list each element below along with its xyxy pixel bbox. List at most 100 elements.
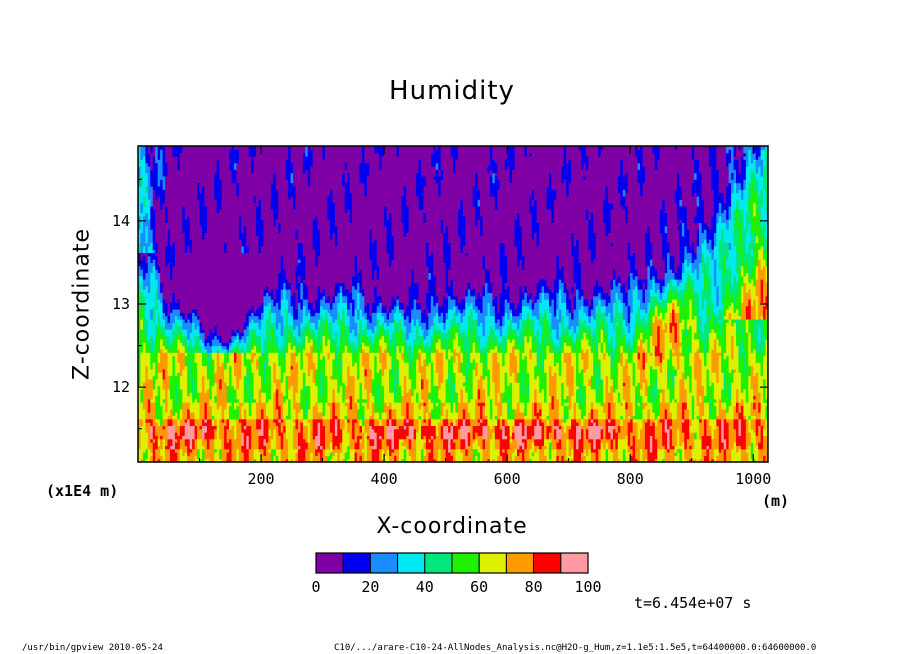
heatmap-cell — [204, 355, 208, 360]
heatmap-cell — [152, 262, 156, 267]
heatmap-cell — [219, 308, 223, 313]
heatmap-cell — [206, 442, 210, 446]
heatmap-cell — [155, 315, 159, 320]
heatmap-cell — [182, 305, 186, 310]
heatmap-cell — [189, 458, 193, 462]
heatmap-cell — [182, 455, 186, 460]
heatmap-cell — [214, 265, 218, 270]
heatmap-cell — [194, 169, 198, 174]
heatmap-cell — [138, 159, 142, 164]
heatmap-cell — [189, 342, 193, 347]
heatmap-cell — [138, 272, 142, 277]
heatmap-cell — [150, 262, 154, 267]
heatmap-cell — [179, 398, 183, 403]
heatmap-cell — [152, 408, 156, 413]
heatmap-cell — [204, 292, 208, 297]
heatmap-cell — [211, 205, 215, 210]
heatmap-cell — [206, 392, 210, 397]
heatmap-cell — [221, 202, 225, 207]
heatmap-cell — [211, 235, 215, 240]
heatmap-cell — [184, 249, 188, 254]
heatmap-cell — [199, 452, 203, 456]
heatmap-cell — [138, 275, 142, 280]
heatmap-cell — [160, 392, 164, 397]
heatmap-cell — [165, 332, 169, 337]
heatmap-cell — [147, 285, 151, 290]
heatmap-cell — [167, 448, 171, 453]
heatmap-cell — [169, 146, 174, 150]
heatmap-cell — [142, 159, 146, 164]
heatmap-cell — [179, 146, 183, 150]
heatmap-cell — [211, 325, 215, 330]
heatmap-cell — [165, 448, 169, 453]
heatmap-cell — [197, 332, 201, 337]
heatmap-cell — [187, 378, 191, 383]
heatmap-cell — [179, 318, 183, 323]
heatmap-cell — [174, 345, 178, 350]
heatmap-cell — [142, 239, 146, 244]
heatmap-cell — [219, 402, 223, 407]
heatmap-cell — [160, 375, 164, 380]
heatmap-cell — [138, 252, 142, 257]
heatmap-cell — [206, 282, 210, 287]
heatmap-cell — [150, 425, 154, 430]
heatmap-cell — [147, 265, 151, 270]
heatmap-cell — [182, 262, 186, 267]
heatmap-cell — [145, 195, 149, 200]
heatmap-cell — [214, 325, 218, 330]
heatmap-cell — [194, 425, 198, 430]
heatmap-cell — [177, 398, 181, 403]
heatmap-cell — [162, 375, 166, 380]
heatmap-cell — [157, 305, 161, 310]
heatmap-cell — [179, 175, 183, 180]
heatmap-cell — [150, 255, 154, 260]
heatmap-cell — [177, 205, 181, 210]
heatmap-cell — [216, 229, 220, 234]
heatmap-cell — [172, 415, 176, 420]
heatmap-cell — [157, 388, 161, 393]
heatmap-cell — [201, 189, 206, 194]
heatmap-cell — [216, 362, 220, 367]
heatmap-cell — [165, 372, 169, 377]
heatmap-cell — [162, 312, 166, 317]
heatmap-cell — [189, 295, 193, 300]
heatmap-cell — [214, 352, 218, 357]
heatmap-cell — [206, 445, 210, 450]
heatmap-cell — [157, 195, 161, 200]
heatmap-cell — [152, 249, 156, 254]
heatmap-cell — [189, 232, 193, 237]
heatmap-cell — [211, 395, 215, 400]
heatmap-cell — [182, 375, 186, 380]
heatmap-cell — [150, 235, 154, 240]
heatmap-cell — [189, 372, 193, 377]
heatmap-cell — [145, 365, 149, 370]
heatmap-cell — [214, 275, 218, 280]
heatmap-cell — [201, 169, 206, 174]
heatmap-cell — [172, 305, 176, 310]
heatmap-cell — [162, 289, 166, 293]
heatmap-cell — [201, 225, 206, 230]
heatmap-cell — [174, 412, 178, 417]
heatmap-cell — [138, 322, 142, 327]
heatmap-cell — [150, 418, 154, 423]
heatmap-cell — [150, 355, 154, 360]
heatmap-cell — [221, 432, 225, 436]
heatmap-cell — [142, 262, 146, 267]
heatmap-cell — [204, 252, 208, 257]
heatmap-cell — [162, 152, 166, 157]
heatmap-cell — [182, 175, 186, 180]
heatmap-cell — [221, 368, 225, 373]
heatmap-cell — [152, 435, 156, 440]
heatmap-cell — [165, 152, 169, 157]
heatmap-cell — [209, 152, 213, 157]
heatmap-cell — [147, 355, 151, 360]
heatmap-cell — [216, 235, 220, 240]
heatmap-cell — [169, 378, 174, 383]
heatmap-cell — [179, 269, 183, 273]
heatmap-cell — [194, 318, 198, 323]
heatmap-cell — [179, 242, 183, 247]
heatmap-cell — [152, 242, 156, 247]
heatmap-cell — [142, 412, 146, 417]
heatmap-cell — [160, 438, 164, 443]
heatmap-cell — [172, 318, 176, 323]
